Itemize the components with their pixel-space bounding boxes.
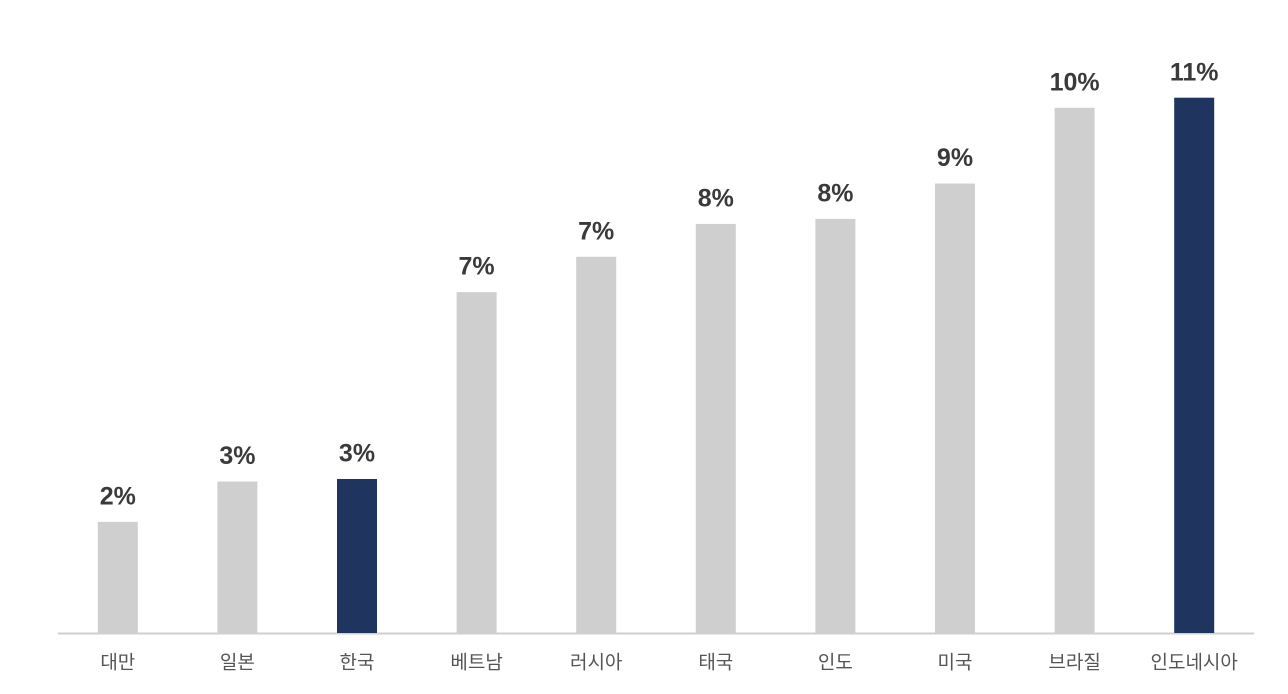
bar — [815, 218, 856, 633]
value-label: 7% — [459, 253, 495, 281]
x-tick-label: 태국 — [698, 652, 733, 674]
value-label: 9% — [937, 144, 973, 172]
value-label: 10% — [1050, 68, 1100, 96]
x-tick-label: 인도 — [818, 652, 853, 674]
value-label: 3% — [339, 440, 375, 468]
bar — [97, 521, 138, 633]
value-label: 2% — [100, 483, 136, 511]
x-tick-label: 일본 — [220, 652, 255, 674]
bar — [576, 256, 617, 633]
bar — [1054, 107, 1095, 634]
x-tick-label: 한국 — [340, 652, 375, 674]
bar — [695, 223, 736, 633]
bar — [935, 183, 975, 634]
value-label: 8% — [817, 180, 853, 208]
bar — [456, 292, 497, 633]
value-label: 3% — [219, 442, 255, 470]
value-label: 7% — [578, 217, 614, 245]
bar — [217, 481, 258, 633]
value-label: 8% — [698, 185, 734, 213]
x-tick-label: 베트남 — [450, 652, 502, 674]
value-label: 11% — [1170, 58, 1219, 86]
bar — [337, 478, 377, 633]
x-tick-label: 브라질 — [1048, 652, 1100, 674]
x-tick-label: 인도네시아 — [1150, 652, 1237, 674]
bar — [1174, 97, 1215, 633]
x-tick-label: 대만 — [100, 652, 135, 674]
x-tick-label: 러시아 — [570, 652, 622, 674]
x-tick-label: 미국 — [938, 652, 973, 674]
